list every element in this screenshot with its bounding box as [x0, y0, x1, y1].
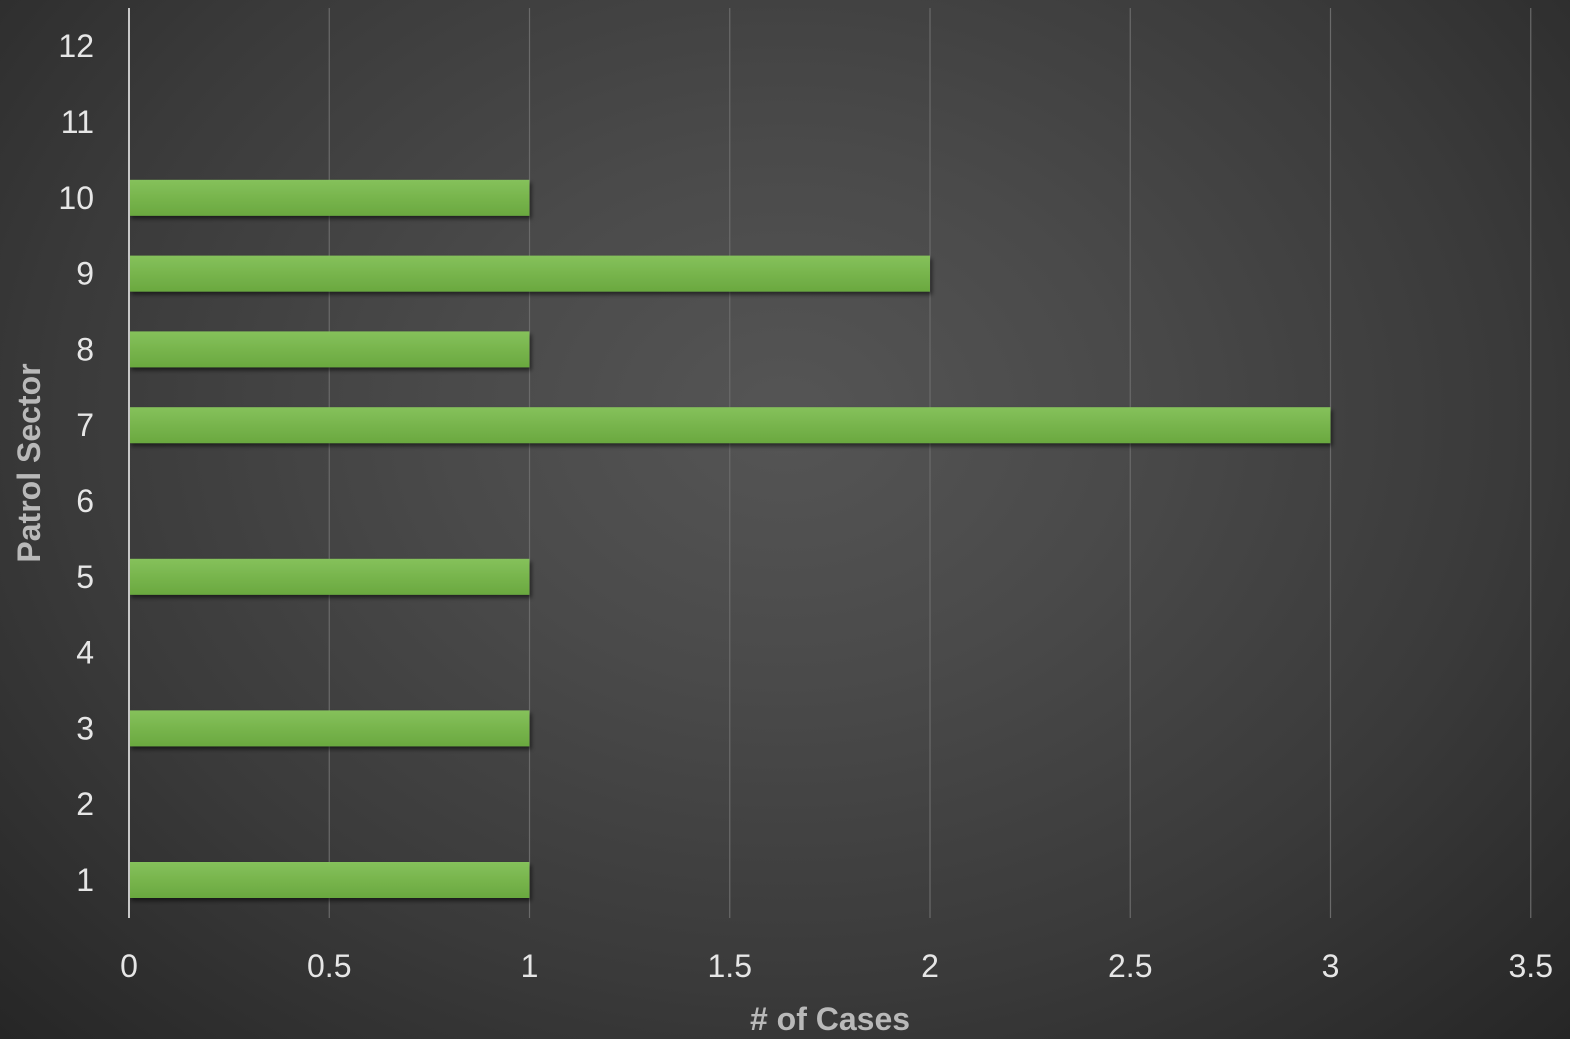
bar-sector-9	[129, 255, 930, 292]
y-tick-label: 6	[76, 483, 94, 519]
bar-sector-7	[129, 407, 1331, 444]
x-tick-labels: 0 0.5 1 1.5 2 2.5 3 3.5	[120, 948, 1553, 984]
x-tick-label: 1.5	[708, 948, 752, 984]
x-tick-label: 3.5	[1509, 948, 1553, 984]
y-axis-title: Patrol Sector	[11, 363, 47, 562]
y-tick-label: 9	[76, 256, 94, 292]
bar-sector-1	[129, 862, 530, 898]
y-tick-label: 4	[76, 635, 94, 671]
bar-sector-8	[129, 331, 530, 368]
gridlines	[328, 8, 1532, 918]
y-tick-label: 8	[76, 331, 94, 367]
y-tick-label: 12	[58, 28, 94, 64]
x-tick-label: 3	[1322, 948, 1340, 984]
y-tick-label: 1	[76, 862, 94, 898]
x-tick-label: 0.5	[307, 948, 351, 984]
y-tick-label: 10	[58, 180, 94, 216]
bar-sector-5	[129, 558, 530, 595]
bars	[129, 179, 1331, 898]
x-tick-label: 1	[521, 948, 539, 984]
y-tick-label: 5	[76, 559, 94, 595]
y-tick-label: 3	[76, 710, 94, 746]
y-tick-label: 2	[76, 786, 94, 822]
x-axis-title: # of Cases	[750, 1001, 910, 1037]
y-tick-label: 11	[61, 104, 94, 140]
bar-sector-3	[129, 710, 530, 747]
y-tick-label: 7	[76, 407, 94, 443]
x-tick-label: 2	[921, 948, 939, 984]
bar-sector-10	[129, 179, 530, 216]
x-tick-label: 2.5	[1108, 948, 1152, 984]
x-tick-label: 0	[120, 948, 138, 984]
